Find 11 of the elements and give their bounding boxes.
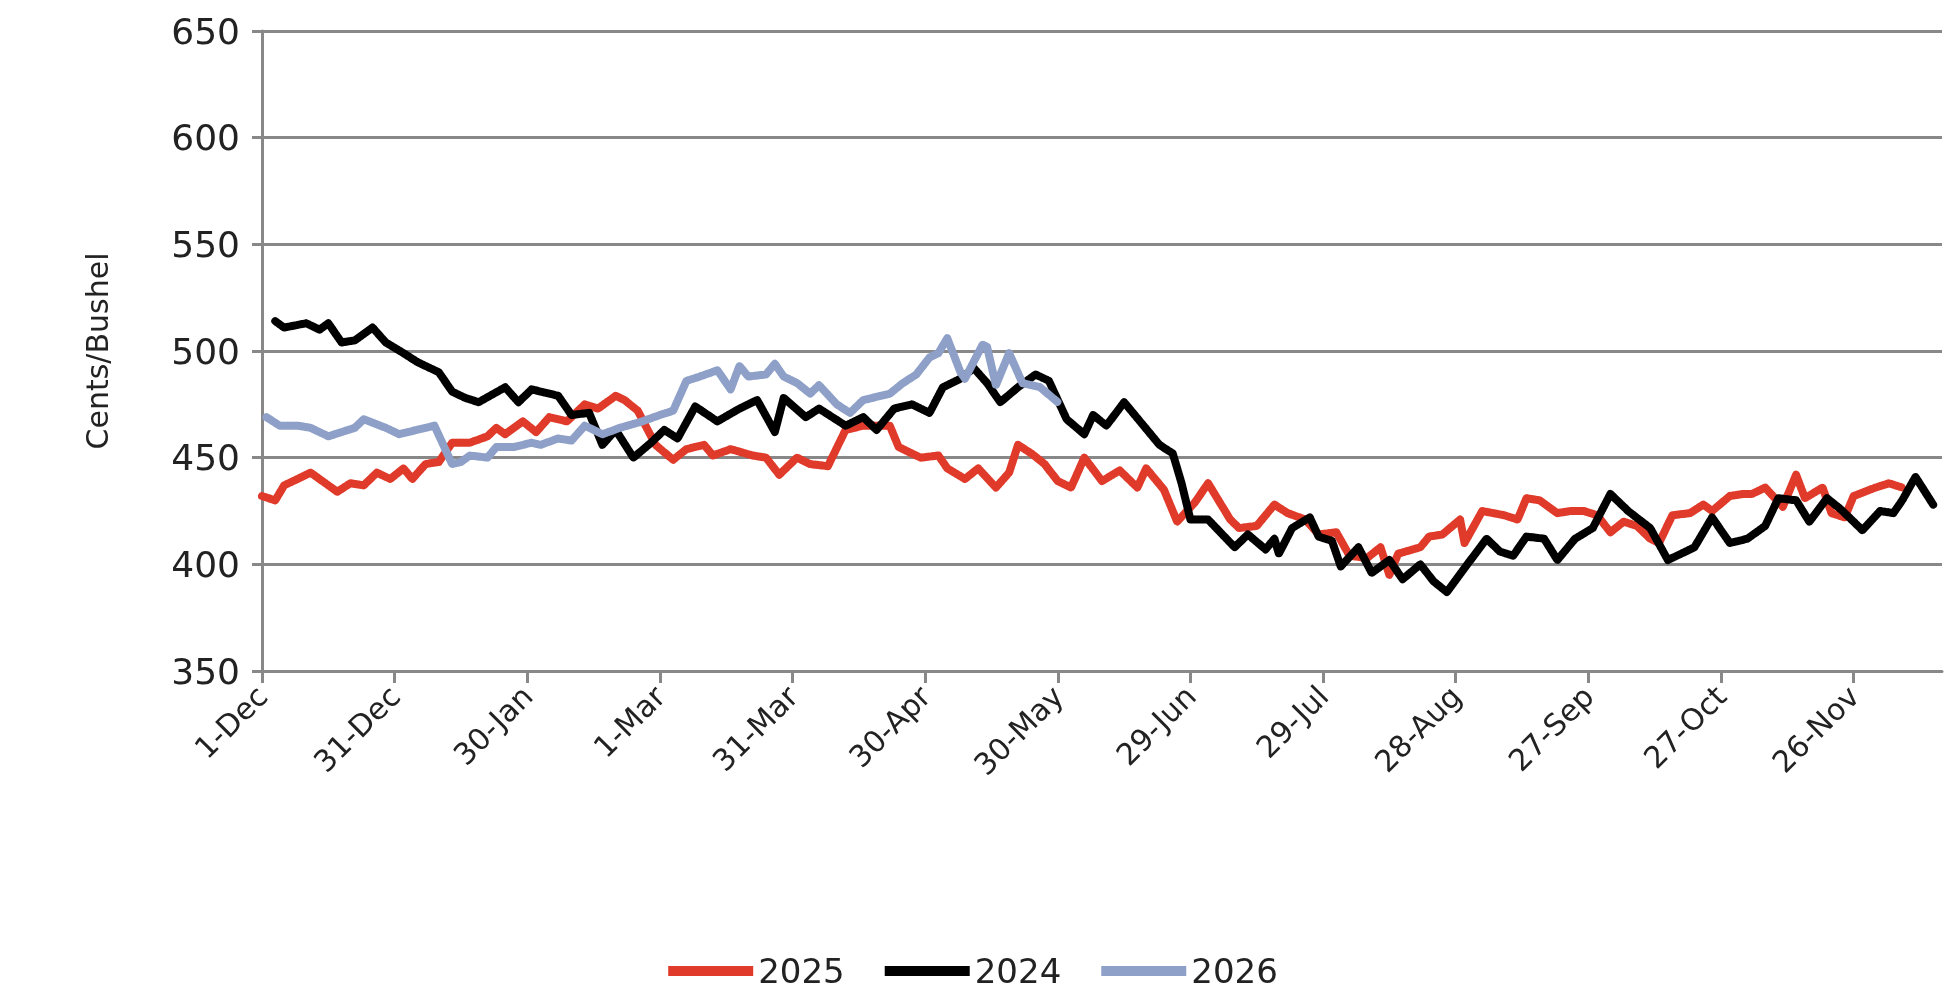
y-tick-label: 600 (171, 117, 240, 159)
y-tick-label: 650 (171, 10, 240, 52)
y-tick-label: 450 (171, 437, 240, 479)
y-tick-label: 500 (171, 330, 240, 372)
y-tick-label: 350 (171, 650, 240, 692)
y-axis-title: Cents/Bushel (79, 252, 115, 450)
legend-label: 2024 (974, 951, 1062, 991)
y-tick-label: 400 (171, 543, 240, 585)
legend-label: 2025 (758, 951, 845, 991)
y-tick-label: 550 (171, 223, 240, 265)
legend-label: 2026 (1191, 951, 1278, 991)
